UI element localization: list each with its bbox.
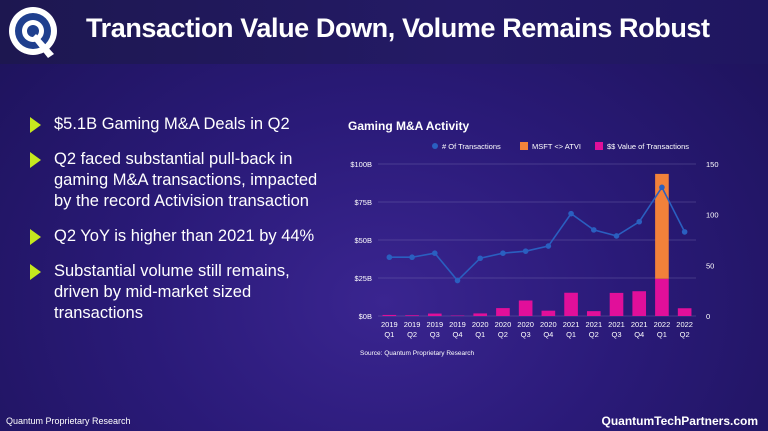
page-title: Transaction Value Down, Volume Remains R… — [86, 13, 710, 43]
bar-transaction-value — [496, 308, 510, 316]
point-transactions — [568, 210, 574, 217]
x-tick-label-quarter: Q4 — [634, 330, 644, 339]
x-tick-label-year: 2020 — [495, 320, 512, 329]
bar-transaction-value — [632, 291, 647, 316]
x-tick-label-year: 2021 — [631, 320, 648, 329]
line-transactions — [389, 185, 686, 282]
bullet-item: Q2 faced substantial pull-back in gaming… — [30, 149, 330, 212]
x-tick-label-year: 2019 — [404, 320, 421, 329]
x-tick-label-year: 2021 — [563, 320, 580, 329]
x-tick-label-year: 2022 — [654, 320, 671, 329]
header-bar: Transaction Value Down, Volume Remains R… — [0, 0, 768, 64]
y-right-tick-label: 50 — [706, 261, 714, 270]
y-left-tick-label: $100B — [350, 160, 372, 169]
y-right-tick-label: 100 — [706, 211, 719, 220]
quantum-logo-icon — [9, 7, 57, 58]
bullet-text: Q2 YoY is higher than 2021 by 44% — [54, 227, 315, 245]
bar-transaction-value — [655, 278, 669, 316]
legend-label-transactions: # Of Transactions — [442, 142, 501, 151]
point-transactions — [500, 250, 506, 256]
point-transactions — [659, 184, 665, 191]
x-tick-label-year: 2020 — [540, 320, 557, 329]
x-tick-label-quarter: Q2 — [407, 330, 417, 339]
legend-label-msft: MSFT <> ATVI — [532, 142, 581, 151]
x-tick-label-year: 2021 — [585, 320, 602, 329]
point-transactions — [613, 233, 620, 239]
x-tick-label-year: 2022 — [676, 320, 693, 329]
point-transactions — [636, 218, 643, 225]
gaming-ma-chart: Gaming M&A Activity # Of Transactions MSFT… — [348, 119, 719, 357]
chart-title: Gaming M&A Activity — [348, 119, 469, 133]
bar-transaction-value — [541, 310, 556, 316]
x-tick-label-year: 2020 — [517, 320, 534, 329]
x-tick-label-quarter: Q2 — [589, 330, 599, 339]
x-tick-label-quarter: Q3 — [521, 330, 531, 339]
x-tick-label-quarter: Q4 — [452, 330, 462, 339]
point-transactions — [477, 255, 484, 262]
chart-source: Source: Quantum Proprietary Research — [360, 350, 475, 357]
x-tick-label-quarter: Q4 — [543, 330, 553, 339]
bullet-text: Q2 faced substantial pull-back in gaming… — [54, 150, 318, 210]
y-left-tick-label: $50B — [354, 236, 372, 245]
bar-transaction-value — [518, 300, 533, 316]
legend-swatch-msft — [520, 142, 528, 150]
point-transactions — [431, 250, 438, 256]
point-transactions — [454, 277, 461, 284]
y-left-tick-label: $0B — [359, 312, 372, 321]
point-transactions — [522, 248, 529, 254]
x-tick-label-quarter: Q2 — [498, 330, 508, 339]
bullet-item: Q2 YoY is higher than 2021 by 44% — [30, 226, 330, 247]
bar-transaction-value — [382, 314, 397, 316]
bar-msft-atvi — [655, 173, 669, 279]
bullet-item: $5.1B Gaming M&A Deals in Q2 — [30, 114, 330, 135]
bullet-list: $5.1B Gaming M&A Deals in Q2 Q2 faced su… — [30, 114, 330, 338]
bar-transaction-value — [473, 313, 488, 316]
bullet-text: $5.1B Gaming M&A Deals in Q2 — [54, 115, 290, 133]
x-tick-label-quarter: Q1 — [657, 330, 667, 339]
footer-website-link[interactable]: QuantumTechPartners.com — [601, 414, 758, 428]
bar-transaction-value — [586, 311, 601, 316]
bar-transaction-value — [609, 292, 624, 316]
footer-source: Quantum Proprietary Research — [6, 416, 131, 426]
bar-transaction-value — [564, 292, 578, 316]
point-transactions — [590, 227, 597, 233]
x-tick-label-quarter: Q1 — [475, 330, 485, 339]
x-tick-label-quarter: Q1 — [384, 330, 394, 339]
bullet-arrow-icon — [30, 229, 41, 245]
y-left-tick-label: $25B — [354, 274, 372, 283]
x-tick-label-quarter: Q3 — [430, 330, 440, 339]
legend-swatch-transactions — [432, 143, 438, 149]
x-tick-label-year: 2019 — [381, 320, 398, 329]
point-transactions — [409, 254, 415, 261]
x-tick-label-year: 2020 — [472, 320, 489, 329]
bullet-text: Substantial volume still remains, driven… — [54, 262, 290, 322]
bullet-arrow-icon — [30, 152, 41, 168]
point-transactions — [386, 254, 393, 261]
bullet-arrow-icon — [30, 117, 41, 133]
legend-swatch-value — [595, 142, 603, 150]
chart-container: Gaming M&A Activity # Of Transactions MSFT… — [340, 116, 750, 366]
bar-transaction-value — [405, 315, 419, 316]
x-tick-label-year: 2019 — [449, 320, 466, 329]
y-right-tick-label: 150 — [706, 160, 719, 169]
y-left-tick-label: $75B — [354, 198, 372, 207]
x-tick-label-quarter: Q1 — [566, 330, 576, 339]
x-tick-label-year: 2021 — [608, 320, 625, 329]
bullet-item: Substantial volume still remains, driven… — [30, 261, 330, 324]
x-tick-label-quarter: Q2 — [680, 330, 690, 339]
point-transactions — [545, 243, 552, 249]
point-transactions — [681, 229, 688, 235]
legend-label-value: $$ Value of Transactions — [607, 142, 689, 151]
bar-transaction-value — [427, 313, 442, 316]
bullet-arrow-icon — [30, 264, 41, 280]
bar-transaction-value — [677, 308, 692, 316]
y-right-tick-label: 0 — [706, 312, 710, 321]
x-tick-label-year: 2019 — [426, 320, 443, 329]
x-tick-label-quarter: Q3 — [611, 330, 621, 339]
